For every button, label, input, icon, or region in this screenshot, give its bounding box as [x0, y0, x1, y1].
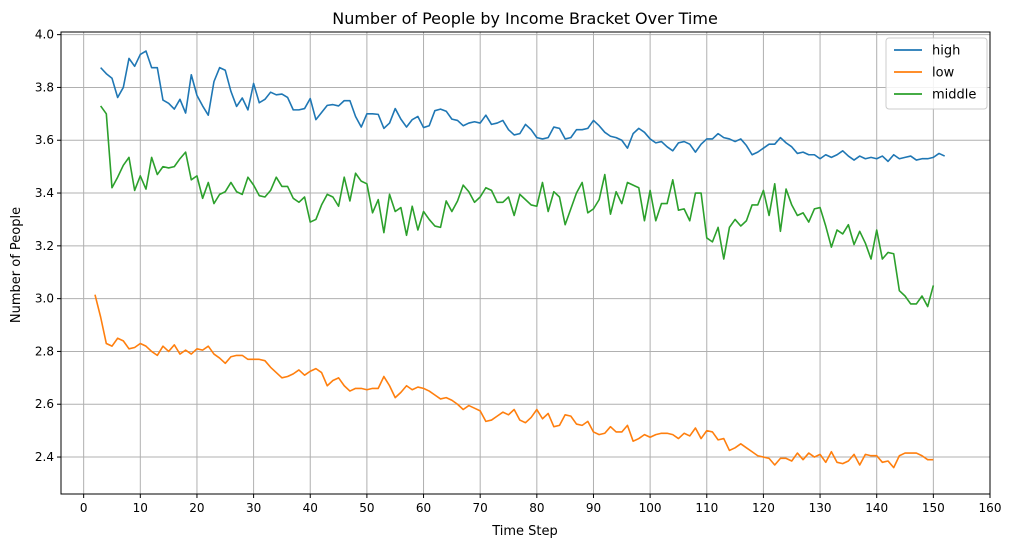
x-tick-label: 140	[865, 501, 888, 515]
y-tick-label: 2.8	[35, 344, 54, 358]
y-axis-label: Number of People	[9, 207, 24, 323]
x-tick-label: 110	[695, 501, 718, 515]
x-tick-label: 90	[586, 501, 601, 515]
y-tick-label: 3.2	[35, 239, 54, 253]
y-tick-label: 3.0	[35, 292, 54, 306]
series-line-high	[100, 50, 946, 163]
y-tick-label: 3.4	[35, 186, 54, 200]
x-tick-label: 100	[639, 501, 662, 515]
x-tick-label: 0	[80, 501, 88, 515]
y-tick-label: 3.8	[35, 80, 54, 94]
plot-area-frame	[60, 31, 991, 495]
y-tick-label: 4.0	[35, 28, 54, 42]
axis-ticks: 0 10 20 30 40 50 60 70 80 90 100 110 120 130 140 150 160…	[35, 28, 1002, 515]
x-tick-label: 120	[752, 501, 775, 515]
x-tick-label: 30	[246, 501, 261, 515]
series-line-middle	[99, 105, 935, 308]
x-tick-label: 150	[922, 501, 945, 515]
series-line-low	[94, 294, 934, 469]
x-axis-label: Time Step	[491, 524, 558, 539]
x-tick-label: 50	[359, 501, 374, 515]
x-tick-label: 10	[133, 501, 148, 515]
y-tick-label: 3.6	[35, 133, 54, 147]
x-tick-label: 160	[979, 501, 1002, 515]
x-tick-label: 80	[529, 501, 544, 515]
y-tick-label: 2.4	[35, 450, 54, 464]
legend-box	[885, 37, 988, 110]
x-tick-label: 40	[303, 501, 318, 515]
legend: high low middle	[885, 37, 988, 110]
series-lines	[94, 50, 946, 469]
legend-label-middle: middle	[932, 88, 976, 103]
legend-label-high: high	[932, 44, 960, 59]
x-tick-label: 70	[473, 501, 488, 515]
grid	[61, 32, 991, 494]
y-tick-label: 2.6	[35, 397, 54, 411]
x-tick-label: 60	[416, 501, 431, 515]
legend-label-low: low	[932, 66, 955, 81]
chart-title: Number of People by Income Bracket Over …	[332, 9, 718, 28]
x-tick-label: 20	[189, 501, 204, 515]
x-tick-label: 130	[809, 501, 832, 515]
